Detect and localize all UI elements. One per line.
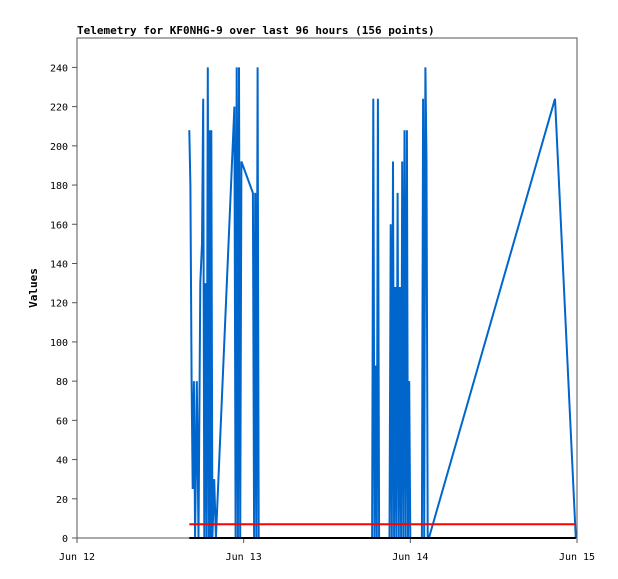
plot-area-frame bbox=[76, 37, 578, 539]
y-tick-label: 240 bbox=[50, 63, 68, 74]
y-axis-ticks: 0 20 40 60 80 100 120 140 160 180 200 220 240 bbox=[50, 63, 77, 545]
y-tick-label: 40 bbox=[56, 456, 68, 467]
x-tick-label: Jun 14 bbox=[392, 552, 428, 563]
y-axis-title: Values bbox=[27, 268, 40, 308]
y-tick-label: 60 bbox=[56, 416, 68, 427]
x-tick-label: Jun 15 bbox=[559, 552, 595, 563]
x-tick-label: Jun 12 bbox=[59, 552, 95, 563]
x-axis-ticks: Jun 12 Jun 13 Jun 14 Jun 15 bbox=[59, 538, 595, 563]
y-tick-label: 200 bbox=[50, 142, 68, 153]
y-tick-label: 160 bbox=[50, 220, 68, 231]
y-tick-label: 80 bbox=[56, 377, 68, 388]
y-tick-label: 100 bbox=[50, 338, 68, 349]
x-tick-label: Jun 13 bbox=[226, 552, 262, 563]
y-tick-label: 0 bbox=[62, 534, 68, 545]
y-tick-label: 20 bbox=[56, 495, 68, 506]
chart-title: Telemetry for KF0NHG-9 over last 96 hour… bbox=[77, 24, 435, 37]
y-tick-label: 180 bbox=[50, 181, 68, 192]
y-tick-label: 220 bbox=[50, 103, 68, 114]
y-tick-label: 120 bbox=[50, 299, 68, 310]
series-layer bbox=[188, 67, 577, 539]
y-tick-label: 140 bbox=[50, 259, 68, 270]
